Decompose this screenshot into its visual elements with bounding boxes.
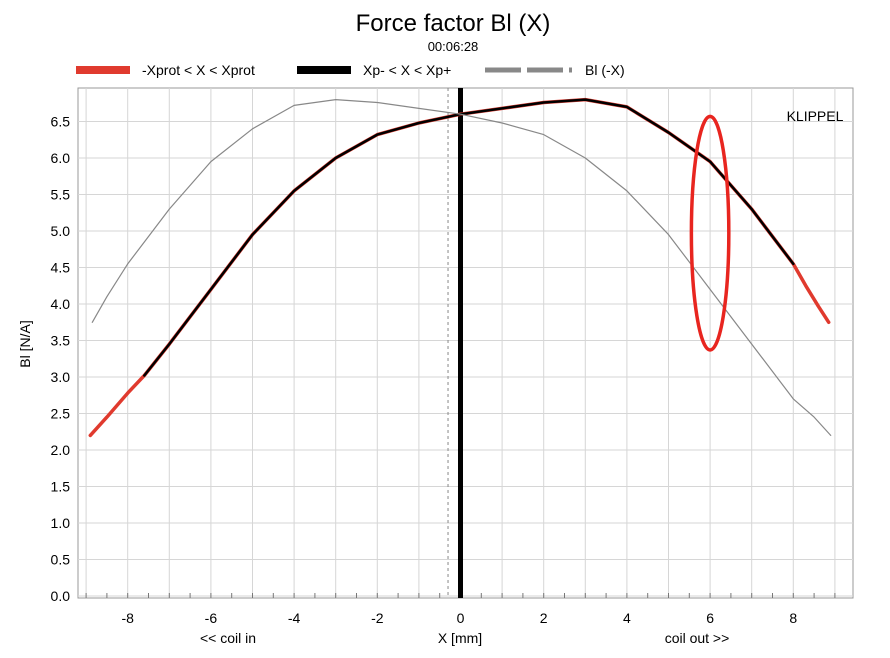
y-tick-label: 4.5 [51, 260, 71, 276]
y-tick-label: 4.0 [51, 296, 71, 312]
y-tick-label: 5.0 [51, 223, 71, 239]
y-tick-label: 5.5 [51, 187, 71, 203]
y-axis-label: Bl [N/A] [17, 320, 33, 367]
highlight-ellipse [689, 114, 731, 352]
legend-label-xprot: -Xprot < X < Xprot [142, 62, 255, 78]
x-axis-label-right: coil out >> [665, 630, 730, 646]
y-tick-label: 6.0 [51, 150, 71, 166]
legend: -Xprot < X < Xprot Xp- < X < Xp+ Bl (-X) [76, 62, 625, 78]
y-tick-label: 3.5 [51, 333, 71, 349]
annotations [447, 88, 463, 598]
legend-label-bl-neg: Bl (-X) [585, 62, 625, 78]
y-tick-label: 2.0 [51, 442, 71, 458]
y-tick-label: 0.5 [51, 552, 71, 568]
tick-labels: -8 -6 -4 -2 0 2 4 6 8 0.0 0.5 1.0 1.5 2.0 2.5 3.0 3.5 4.0… [51, 114, 798, 627]
y-tick-label: 6.5 [51, 114, 71, 130]
y-tick-label: 1.0 [51, 515, 71, 531]
y-tick-label: 3.0 [51, 369, 71, 385]
legend-label-xp: Xp- < X < Xp+ [363, 62, 451, 78]
x-axis-label-left: << coil in [200, 630, 256, 646]
x-tick-label: 0 [457, 610, 465, 626]
chart-title: Force factor Bl (X) [356, 10, 551, 37]
x-tick-label: -6 [205, 610, 218, 626]
y-tick-label: 1.5 [51, 479, 71, 495]
watermark: KLIPPEL [787, 108, 844, 124]
x-tick-label: 2 [540, 610, 548, 626]
x-axis-label: X [mm] [438, 630, 482, 646]
chart-subtitle: 00:06:28 [428, 39, 479, 54]
plot-area [77, 87, 854, 599]
x-tick-label: 6 [706, 610, 714, 626]
x-tick-label: 8 [789, 610, 797, 626]
x-tick-label: -2 [371, 610, 384, 626]
y-tick-label: 2.5 [51, 406, 71, 422]
x-tick-label: 4 [623, 610, 631, 626]
x-tick-label: -8 [121, 610, 134, 626]
series-line-bl-neg [91, 98, 832, 436]
x-tick-label: -4 [288, 610, 301, 626]
series-lines [88, 97, 832, 438]
y-tick-label: 0.0 [51, 588, 71, 604]
